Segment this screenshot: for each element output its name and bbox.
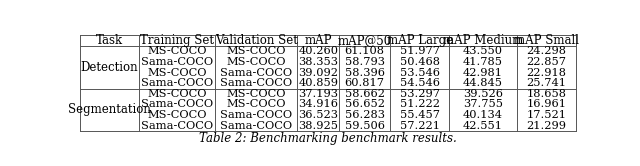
Text: 56.283: 56.283 [344, 110, 385, 120]
Text: 57.221: 57.221 [399, 121, 440, 131]
Text: 42.981: 42.981 [463, 68, 503, 78]
Text: 58.793: 58.793 [344, 57, 385, 67]
Text: mAP Large: mAP Large [387, 34, 452, 47]
Text: 21.299: 21.299 [527, 121, 566, 131]
Text: 25.741: 25.741 [527, 78, 566, 88]
Text: 53.297: 53.297 [399, 89, 440, 99]
Text: MS-COCO: MS-COCO [147, 89, 207, 99]
Text: Sama-COCO: Sama-COCO [141, 78, 213, 88]
Text: MS-COCO: MS-COCO [147, 46, 207, 56]
Text: 39.526: 39.526 [463, 89, 503, 99]
Text: MS-COCO: MS-COCO [227, 89, 286, 99]
Text: MS-COCO: MS-COCO [227, 57, 286, 67]
Text: MS-COCO: MS-COCO [227, 46, 286, 56]
Text: MS-COCO: MS-COCO [227, 99, 286, 110]
Text: 54.546: 54.546 [399, 78, 440, 88]
Text: Sama-COCO: Sama-COCO [141, 99, 213, 110]
Text: mAP Small: mAP Small [514, 34, 579, 47]
Text: mAP Medium: mAP Medium [443, 34, 523, 47]
Text: 38.925: 38.925 [298, 121, 338, 131]
Text: mAP@50: mAP@50 [337, 34, 392, 47]
Text: Task: Task [96, 34, 123, 47]
Text: 17.521: 17.521 [527, 110, 566, 120]
Text: Validation Set: Validation Set [214, 34, 298, 47]
Text: 56.652: 56.652 [344, 99, 385, 110]
Text: Sama-COCO: Sama-COCO [220, 68, 292, 78]
Text: Segmentation: Segmentation [68, 103, 151, 116]
Text: Detection: Detection [81, 61, 138, 74]
Text: 60.817: 60.817 [344, 78, 385, 88]
Text: Sama-COCO: Sama-COCO [141, 121, 213, 131]
Text: MS-COCO: MS-COCO [147, 68, 207, 78]
Text: 24.298: 24.298 [527, 46, 566, 56]
Text: 16.961: 16.961 [527, 99, 566, 110]
Text: 43.550: 43.550 [463, 46, 503, 56]
Text: 44.845: 44.845 [463, 78, 503, 88]
Text: 40.260: 40.260 [298, 46, 338, 56]
Text: 51.222: 51.222 [399, 99, 440, 110]
Text: 39.092: 39.092 [298, 68, 338, 78]
Text: 40.134: 40.134 [463, 110, 503, 120]
Text: mAP: mAP [305, 34, 332, 47]
Text: 42.551: 42.551 [463, 121, 503, 131]
Text: MS-COCO: MS-COCO [147, 110, 207, 120]
Text: 38.353: 38.353 [298, 57, 338, 67]
Text: 61.108: 61.108 [344, 46, 385, 56]
Text: 53.546: 53.546 [399, 68, 440, 78]
Text: Sama-COCO: Sama-COCO [220, 110, 292, 120]
Text: 41.785: 41.785 [463, 57, 503, 67]
Text: 34.916: 34.916 [298, 99, 338, 110]
Text: 59.506: 59.506 [344, 121, 385, 131]
Text: 18.658: 18.658 [527, 89, 566, 99]
Text: 58.396: 58.396 [344, 68, 385, 78]
Text: Sama-COCO: Sama-COCO [220, 121, 292, 131]
Text: Sama-COCO: Sama-COCO [141, 57, 213, 67]
Text: 58.662: 58.662 [344, 89, 385, 99]
Text: 55.457: 55.457 [399, 110, 440, 120]
Text: 37.755: 37.755 [463, 99, 503, 110]
Text: Table 2: Benchmarking benchmark results.: Table 2: Benchmarking benchmark results. [199, 132, 457, 145]
Text: 22.857: 22.857 [527, 57, 566, 67]
Text: Sama-COCO: Sama-COCO [220, 78, 292, 88]
Text: Training Set: Training Set [140, 34, 214, 47]
Text: 36.523: 36.523 [298, 110, 338, 120]
Text: 37.193: 37.193 [298, 89, 338, 99]
Text: 22.918: 22.918 [527, 68, 566, 78]
Text: 50.468: 50.468 [399, 57, 440, 67]
Text: 51.977: 51.977 [399, 46, 440, 56]
Text: 40.859: 40.859 [298, 78, 338, 88]
